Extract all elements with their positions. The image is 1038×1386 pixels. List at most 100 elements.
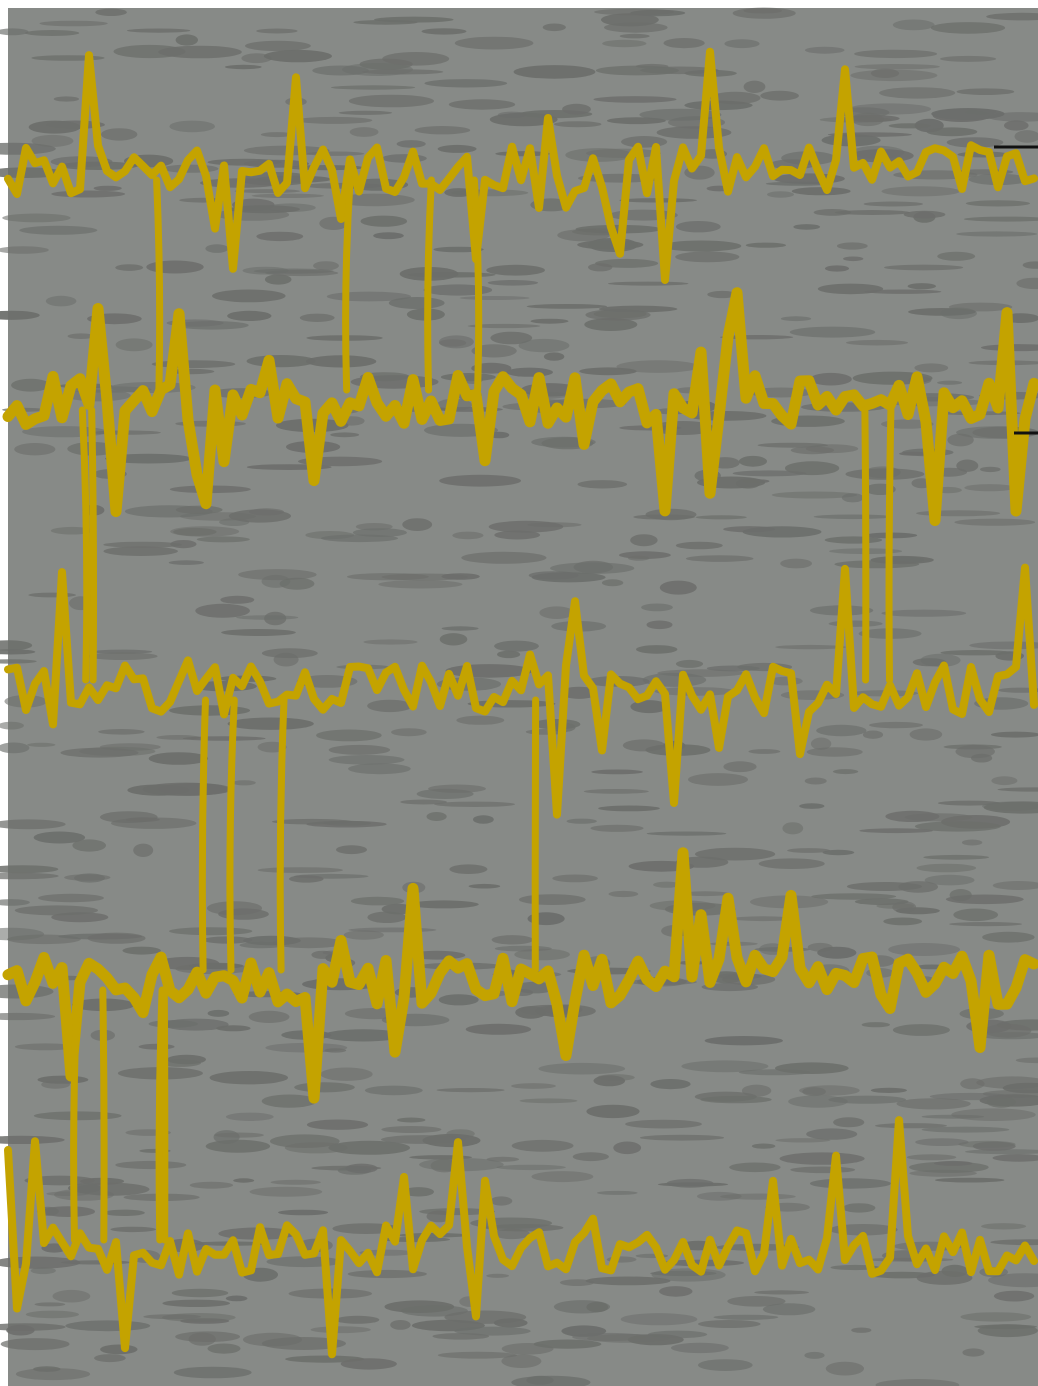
- texture-streak: [245, 40, 311, 52]
- texture-streak: [650, 1079, 691, 1090]
- texture-streak: [698, 1359, 753, 1371]
- texture-streak: [175, 505, 223, 514]
- texture-streak: [105, 453, 192, 464]
- texture-streak: [402, 518, 433, 531]
- texture-streak: [630, 700, 668, 714]
- texture-streak: [257, 867, 343, 873]
- texture-streak: [24, 30, 80, 36]
- texture-streak: [806, 1128, 858, 1140]
- texture-streak: [398, 1233, 469, 1238]
- texture-streak: [115, 1160, 187, 1170]
- wave-connector: [88, 406, 98, 684]
- texture-streak: [242, 266, 289, 275]
- texture-streak: [38, 893, 104, 903]
- texture-streak: [491, 935, 534, 945]
- texture-streak: [875, 1123, 947, 1129]
- texture-streak: [313, 261, 339, 271]
- texture-streak: [238, 569, 317, 581]
- texture-streak: [956, 231, 1038, 237]
- texture-streak: [946, 137, 1004, 148]
- texture-streak: [338, 110, 393, 115]
- wavy-yellow-layers: [2, 47, 1038, 1359]
- texture-streak: [348, 94, 434, 108]
- texture-streak: [949, 922, 1022, 927]
- texture-streak: [935, 1177, 1005, 1183]
- texture-streak: [738, 1069, 811, 1076]
- texture-streak: [212, 289, 286, 303]
- texture-streak: [988, 1273, 1038, 1288]
- texture-streak: [256, 231, 304, 242]
- texture-streak: [305, 355, 377, 368]
- texture-streak: [775, 1138, 831, 1143]
- texture-streak: [863, 201, 923, 207]
- texture-streak: [583, 789, 649, 794]
- texture-streak: [1022, 261, 1038, 269]
- texture-streak: [175, 1331, 241, 1342]
- texture-streak: [11, 378, 51, 392]
- texture-streak: [95, 8, 127, 16]
- texture-streak: [953, 908, 999, 922]
- texture-streak: [373, 232, 404, 240]
- texture-streak: [956, 88, 1015, 95]
- texture-streak: [833, 769, 859, 775]
- texture-streak: [646, 831, 727, 836]
- texture-streak: [236, 615, 299, 620]
- texture-streak: [813, 209, 852, 216]
- texture-streak: [331, 85, 416, 90]
- texture-streak: [0, 246, 49, 254]
- texture-streak: [99, 743, 161, 751]
- texture-streak: [531, 572, 606, 583]
- texture-streak: [526, 304, 608, 309]
- texture-streak: [704, 1036, 783, 1046]
- texture-streak: [310, 1326, 371, 1334]
- texture-streak: [467, 323, 541, 329]
- texture-streak: [870, 1087, 908, 1093]
- texture-streak: [31, 55, 105, 61]
- texture-streak: [577, 480, 628, 489]
- texture-streak: [33, 1366, 61, 1372]
- texture-streak: [861, 1022, 890, 1028]
- texture-streak: [416, 788, 474, 800]
- texture-streak: [641, 603, 673, 612]
- texture-streak: [437, 144, 477, 153]
- texture-streak: [870, 68, 900, 79]
- texture-streak: [888, 123, 931, 129]
- texture-streak: [707, 290, 738, 299]
- texture-streak: [723, 761, 757, 773]
- texture-streak: [888, 557, 924, 563]
- texture-streak: [335, 1315, 380, 1324]
- texture-streak: [560, 686, 598, 699]
- wave-connector: [470, 176, 483, 394]
- texture-streak: [961, 839, 983, 846]
- texture-streak: [659, 1286, 693, 1297]
- texture-streak: [799, 1085, 860, 1096]
- texture-streak: [732, 470, 807, 477]
- texture-streak: [864, 289, 942, 294]
- texture-streak: [248, 1010, 290, 1024]
- texture-streak: [367, 699, 413, 713]
- texture-streak: [550, 562, 635, 574]
- texture-streak: [813, 514, 893, 520]
- texture-streak: [162, 164, 219, 173]
- texture-streak: [743, 80, 766, 94]
- texture-streak: [903, 210, 946, 219]
- texture-streak: [663, 38, 705, 49]
- texture-streak: [601, 13, 659, 27]
- texture-streak: [542, 23, 566, 32]
- texture-streak: [278, 1209, 329, 1216]
- texture-streak: [14, 443, 56, 456]
- texture-streak: [448, 99, 516, 110]
- texture-streak: [875, 1379, 960, 1386]
- texture-streak: [306, 820, 387, 828]
- texture-streak: [539, 606, 574, 619]
- texture-streak: [180, 1318, 230, 1324]
- texture-streak: [706, 665, 760, 672]
- texture-streak: [906, 1154, 957, 1161]
- texture-streak: [782, 822, 804, 835]
- texture-streak: [851, 1327, 872, 1333]
- texture-streak: [454, 1326, 531, 1336]
- texture-streak: [845, 468, 925, 480]
- texture-streak: [645, 508, 697, 521]
- texture-streak: [842, 1203, 876, 1213]
- texture-streak: [854, 49, 938, 59]
